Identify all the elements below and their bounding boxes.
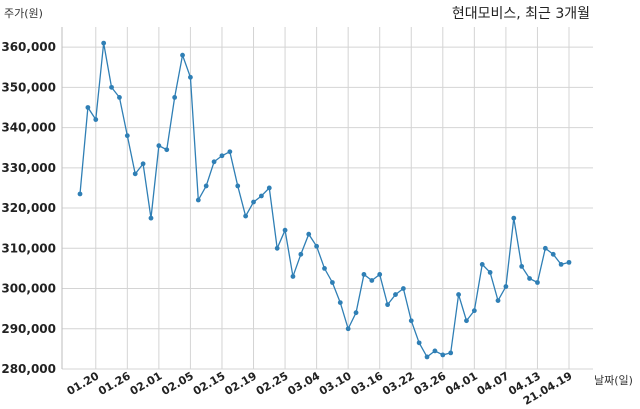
data-point <box>329 280 335 285</box>
x-tick-label: 03.16 <box>349 369 386 398</box>
data-point <box>479 261 485 267</box>
data-point <box>180 52 185 58</box>
data-point <box>195 197 201 203</box>
data-point <box>550 251 556 257</box>
data-point <box>558 261 564 267</box>
y-tick-label: 300,000 <box>1 282 56 296</box>
x-axis: 01.2001.2602.0102.0502.1502.1902.2503.04… <box>65 369 575 408</box>
data-point <box>203 183 209 189</box>
data-point <box>487 270 493 275</box>
data-point <box>424 354 430 360</box>
data-point <box>495 298 501 303</box>
data-point <box>251 199 256 205</box>
series-line <box>79 42 570 358</box>
x-axis-title: 날짜(일) <box>594 373 633 387</box>
y-axis-title: 주가(원) <box>4 7 43 20</box>
data-point <box>266 185 272 191</box>
x-tick-label: 02.05 <box>159 369 196 398</box>
chart-title: 현대모비스, 최근 3개월 <box>452 6 590 22</box>
data-point <box>211 159 217 165</box>
data-point <box>85 105 91 110</box>
data-point <box>282 227 288 233</box>
data-point <box>464 318 469 324</box>
x-tick-label: 01.26 <box>96 369 133 398</box>
data-point <box>93 117 99 122</box>
x-tick-label: 03.10 <box>317 369 354 398</box>
data-point <box>290 274 296 279</box>
data-point <box>124 133 130 139</box>
data-point <box>235 183 241 189</box>
data-point <box>377 272 383 277</box>
x-tick-label: 03.04 <box>285 369 322 398</box>
data-point <box>345 326 351 332</box>
data-point <box>337 300 343 306</box>
y-axis: 280,000 290,000 300,000 310,000 320,000 330,0… <box>1 27 63 376</box>
data-point <box>322 266 327 271</box>
data-point <box>440 352 446 358</box>
data-point <box>535 280 540 285</box>
data-point <box>101 40 107 46</box>
x-tick-label: 03.22 <box>380 369 417 398</box>
data-point <box>148 215 154 221</box>
data-point <box>259 193 264 199</box>
data-point <box>416 340 422 346</box>
data-point <box>393 292 398 297</box>
data-point <box>298 251 304 257</box>
data-point <box>243 213 249 219</box>
data-point <box>471 308 477 314</box>
data-point <box>369 278 375 283</box>
data-point <box>172 95 178 100</box>
data-point <box>140 161 146 167</box>
x-tick-label: 01.20 <box>65 369 102 398</box>
data-point <box>400 286 406 291</box>
data-point <box>227 149 233 155</box>
data-point <box>385 302 390 308</box>
y-tick-label: 360,000 <box>1 40 56 54</box>
data-point <box>156 143 162 149</box>
data-point <box>314 243 320 249</box>
x-tick-label: 03.26 <box>412 369 449 398</box>
data-point <box>527 276 532 281</box>
x-tick-label: 02.25 <box>254 369 291 398</box>
x-tick-label: 02.15 <box>191 369 228 398</box>
data-point <box>519 264 525 269</box>
x-tick-label: 04.07 <box>475 369 512 398</box>
y-tick-label: 320,000 <box>1 201 56 215</box>
data-point <box>109 84 114 90</box>
y-tick-label: 340,000 <box>1 121 56 135</box>
data-point <box>511 215 517 221</box>
data-point <box>117 95 122 100</box>
x-tick-label: 02.19 <box>222 369 259 398</box>
data-point <box>219 153 225 159</box>
x-tick-label: 02.01 <box>128 369 165 398</box>
data-point <box>132 171 138 177</box>
y-tick-label: 280,000 <box>1 362 56 376</box>
data-point <box>542 245 548 251</box>
data-point <box>353 310 359 316</box>
x-tick-label: 04.01 <box>443 369 480 398</box>
data-point <box>274 245 280 251</box>
series-price <box>77 40 572 360</box>
data-point <box>77 191 83 197</box>
y-tick-label: 330,000 <box>1 161 56 175</box>
y-tick-label: 290,000 <box>1 322 56 336</box>
data-point <box>432 348 438 354</box>
data-point <box>503 284 509 289</box>
data-point <box>456 292 461 297</box>
data-point <box>566 259 572 265</box>
data-point <box>408 318 414 324</box>
data-point <box>164 147 170 153</box>
grid-lines <box>62 27 593 370</box>
y-tick-label: 310,000 <box>1 241 56 255</box>
data-point <box>448 350 454 356</box>
data-point <box>361 272 367 277</box>
data-point <box>188 74 193 80</box>
y-tick-label: 350,000 <box>1 80 56 94</box>
data-point <box>306 231 312 237</box>
